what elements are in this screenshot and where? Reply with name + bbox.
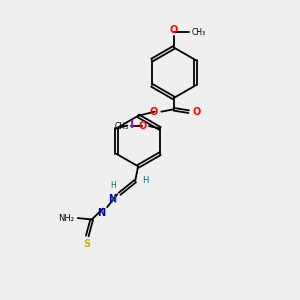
Text: O: O xyxy=(192,107,200,117)
Text: CH₃: CH₃ xyxy=(115,122,129,130)
Text: NH₂: NH₂ xyxy=(58,214,74,223)
Text: N: N xyxy=(109,194,117,204)
Text: H: H xyxy=(142,176,148,185)
Text: H: H xyxy=(110,196,116,205)
Text: S: S xyxy=(84,239,91,250)
Text: N: N xyxy=(97,208,105,218)
Text: I: I xyxy=(130,120,134,130)
Text: O: O xyxy=(138,121,146,131)
Text: O: O xyxy=(149,107,158,117)
Text: O: O xyxy=(170,25,178,35)
Text: H: H xyxy=(110,181,116,190)
Text: CH₃: CH₃ xyxy=(192,28,206,37)
